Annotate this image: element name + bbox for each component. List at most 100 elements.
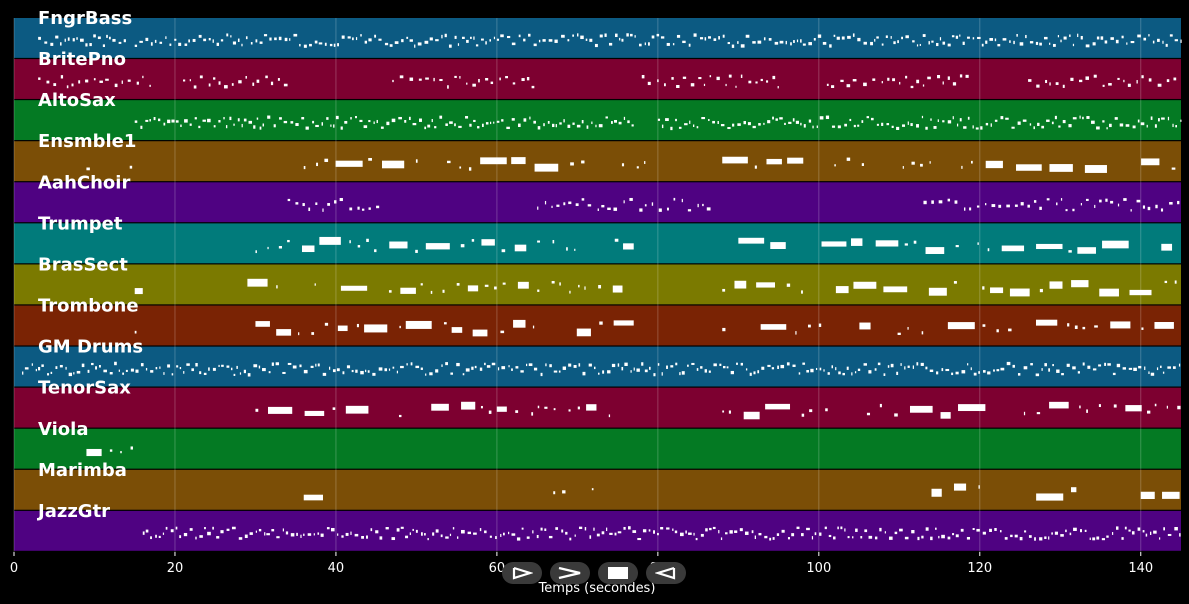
note-block bbox=[500, 34, 504, 38]
note-block bbox=[947, 322, 975, 330]
note-block bbox=[1013, 40, 1015, 45]
note-block bbox=[109, 371, 113, 375]
note-block bbox=[520, 370, 524, 373]
note-block bbox=[875, 240, 899, 247]
note-block bbox=[1116, 363, 1121, 368]
note-block bbox=[642, 529, 647, 533]
forward-button[interactable] bbox=[550, 562, 590, 584]
note-block bbox=[22, 371, 24, 375]
note-block bbox=[1106, 127, 1108, 130]
note-block bbox=[314, 40, 318, 44]
note-block bbox=[374, 34, 377, 38]
note-block bbox=[460, 244, 465, 248]
note-block bbox=[981, 43, 984, 47]
note-block bbox=[780, 364, 785, 369]
note-block bbox=[1041, 368, 1043, 371]
note-block bbox=[255, 39, 258, 43]
note-block bbox=[861, 120, 864, 123]
note-block bbox=[1068, 124, 1072, 128]
note-block bbox=[145, 37, 149, 42]
note-block bbox=[274, 37, 277, 41]
note-block bbox=[125, 369, 128, 372]
note-block bbox=[731, 44, 735, 48]
note-block bbox=[670, 365, 674, 368]
note-block bbox=[1058, 125, 1061, 128]
play-button[interactable] bbox=[502, 562, 542, 584]
note-block bbox=[467, 531, 472, 535]
note-block bbox=[1102, 240, 1129, 249]
note-block bbox=[243, 369, 246, 374]
note-block bbox=[740, 362, 743, 366]
note-block bbox=[1051, 532, 1053, 535]
note-block bbox=[902, 124, 906, 127]
note-block bbox=[864, 529, 868, 533]
note-block bbox=[581, 198, 585, 201]
note-block bbox=[577, 33, 579, 37]
note-block bbox=[370, 528, 373, 532]
note-block bbox=[567, 124, 571, 128]
note-block bbox=[702, 203, 704, 207]
note-block bbox=[757, 370, 760, 374]
note-block bbox=[1035, 41, 1039, 45]
note-block bbox=[1060, 534, 1064, 537]
note-block bbox=[599, 34, 603, 38]
note-block bbox=[456, 536, 459, 539]
note-block bbox=[787, 537, 790, 540]
note-block bbox=[265, 75, 268, 79]
note-block bbox=[846, 366, 849, 370]
note-block bbox=[433, 77, 435, 82]
note-block bbox=[816, 125, 818, 129]
note-block bbox=[801, 533, 804, 537]
note-block bbox=[456, 362, 460, 367]
note-block bbox=[47, 373, 50, 376]
note-block bbox=[213, 77, 216, 80]
note-block bbox=[1117, 203, 1120, 207]
note-block bbox=[452, 527, 455, 530]
stop-button[interactable] bbox=[598, 562, 638, 584]
note-block bbox=[653, 373, 656, 377]
note-block bbox=[779, 40, 784, 44]
note-block bbox=[1133, 367, 1137, 371]
note-block bbox=[198, 34, 202, 38]
note-block bbox=[537, 126, 541, 130]
note-block bbox=[679, 532, 684, 537]
note-block bbox=[701, 117, 706, 120]
note-block bbox=[424, 126, 427, 130]
note-block bbox=[213, 125, 216, 128]
note-block bbox=[270, 81, 274, 86]
note-block bbox=[1094, 325, 1098, 328]
note-block bbox=[500, 533, 502, 537]
note-block bbox=[1079, 79, 1083, 83]
note-block bbox=[337, 325, 348, 332]
note-block bbox=[703, 83, 706, 87]
note-block bbox=[356, 323, 359, 328]
note-block bbox=[1150, 116, 1153, 120]
note-block bbox=[591, 488, 594, 491]
note-block bbox=[186, 363, 190, 366]
note-block bbox=[595, 124, 597, 128]
note-block bbox=[374, 249, 377, 253]
note-block bbox=[1000, 367, 1005, 371]
note-block bbox=[471, 239, 475, 242]
note-block bbox=[1009, 288, 1030, 297]
back-button[interactable] bbox=[646, 562, 686, 584]
note-block bbox=[755, 81, 758, 84]
note-block bbox=[1158, 118, 1160, 122]
note-block bbox=[264, 532, 266, 536]
note-block bbox=[276, 329, 292, 336]
note-block bbox=[584, 527, 587, 531]
note-block bbox=[1049, 164, 1073, 172]
note-block bbox=[796, 526, 800, 530]
note-block bbox=[976, 205, 980, 208]
note-block bbox=[593, 527, 595, 531]
note-block bbox=[729, 530, 733, 534]
note-block bbox=[984, 203, 987, 206]
note-block bbox=[897, 40, 899, 44]
note-block bbox=[1112, 372, 1116, 376]
note-block bbox=[648, 529, 651, 532]
note-block bbox=[207, 118, 211, 123]
note-block bbox=[588, 363, 592, 367]
note-block bbox=[537, 206, 539, 210]
note-block bbox=[1108, 83, 1112, 86]
note-block bbox=[415, 249, 418, 253]
